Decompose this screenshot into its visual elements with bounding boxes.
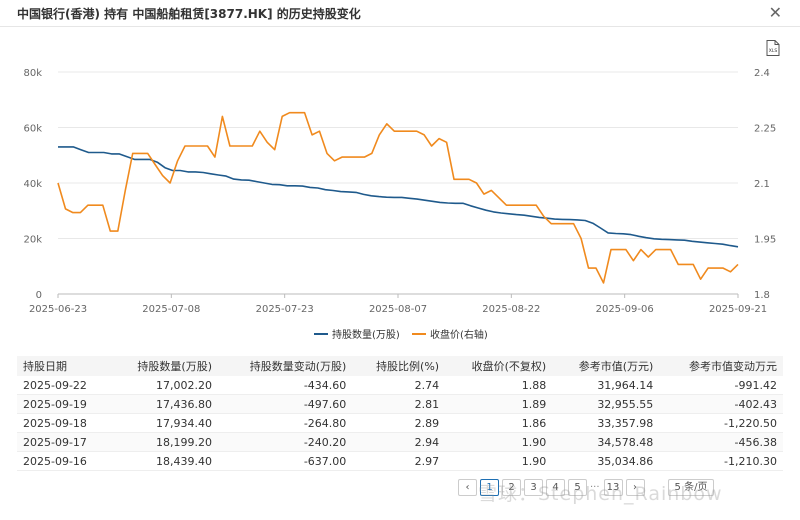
y-right-tick-label: 2.1: [754, 179, 770, 190]
cell-date: 2025-09-17: [17, 432, 111, 452]
y-left-tick-label: 40k: [23, 179, 42, 190]
y-left-tick-label: 0: [36, 290, 42, 301]
col-shares: 持股数量(万股): [110, 356, 218, 376]
y-right-tick-label: 1.95: [754, 235, 776, 246]
cell-date: 2025-09-18: [17, 413, 111, 433]
cell-ratio: 2.74: [352, 376, 446, 395]
holding-series-line: [58, 146, 739, 248]
cell-date: 2025-09-16: [17, 451, 111, 471]
page-button-1[interactable]: 1: [480, 478, 499, 496]
cell-close: 1.90: [445, 432, 553, 452]
cell-value: 33,357.98: [552, 413, 660, 433]
cell-shares: 18,199.20: [110, 432, 218, 452]
cell-shares: 17,436.80: [110, 394, 218, 414]
x-tick-label: 2025-08-07: [369, 304, 427, 315]
cell-shares-change: -497.60: [218, 394, 353, 414]
watermark: 雪球：Stephen_Rainbow: [478, 483, 723, 505]
cell-ratio: 2.97: [352, 451, 446, 471]
cell-value: 35,034.86: [552, 451, 660, 471]
y-right-tick-label: 2.4: [754, 68, 770, 79]
x-tick-label: 2025-06-23: [29, 304, 87, 315]
cell-value: 32,955.55: [552, 394, 660, 414]
cell-date: 2025-09-22: [17, 376, 111, 395]
pagination: ‹ 1 2 3 4 5 ··· 13 › 5 条/页: [458, 478, 715, 496]
y-left-tick-label: 80k: [23, 68, 42, 79]
page-button-5[interactable]: 5: [568, 478, 587, 496]
table-row: 2025-09-22 17,002.20 -434.60 2.74 1.88 3…: [17, 376, 783, 395]
x-tick-label: 2025-07-23: [256, 304, 314, 315]
export-label: XLS: [769, 48, 778, 54]
x-tick-label: 2025-07-08: [142, 304, 200, 315]
table-row: 2025-09-19 17,436.80 -497.60 2.81 1.89 3…: [17, 394, 783, 414]
legend-close-swatch: [412, 332, 426, 335]
page-size-select[interactable]: 5 条/页: [667, 478, 715, 496]
cell-shares-change: -264.80: [218, 413, 353, 433]
legend-close-label: 收盘价(右轴): [430, 330, 488, 341]
col-value-change: 参考市值变动万元: [659, 356, 783, 376]
dialog-header: 中国银行(香港) 持有 中国船舶租赁[3877.HK] 的历史持股变化 ✕: [0, 0, 800, 27]
cell-value-change: -991.42: [659, 376, 783, 395]
col-value: 参考市值(万元): [552, 356, 660, 376]
close-price-series-line: [57, 111, 739, 284]
cell-close: 1.86: [445, 413, 553, 433]
cell-value-change: -1,220.50: [659, 413, 783, 433]
col-close: 收盘价(不复权): [445, 356, 553, 376]
cell-value-change: -402.43: [659, 394, 783, 414]
cell-shares-change: -240.20: [218, 432, 353, 452]
next-page-button[interactable]: ›: [625, 478, 645, 496]
cell-close: 1.88: [445, 376, 553, 395]
cell-shares-change: -434.60: [218, 376, 353, 395]
cell-value: 31,964.14: [552, 376, 660, 395]
page-button-last[interactable]: 13: [603, 478, 623, 496]
y-left-tick-label: 20k: [23, 235, 42, 246]
cell-ratio: 2.81: [352, 394, 446, 414]
page-button-2[interactable]: 2: [502, 478, 521, 496]
table-row: 2025-09-18 17,934.40 -264.80 2.89 1.86 3…: [17, 413, 783, 433]
holding-table: 持股日期 持股数量(万股) 持股数量变动(万股) 持股比例(%) 收盘价(不复权…: [17, 356, 783, 471]
table-row: 2025-09-17 18,199.20 -240.20 2.94 1.90 3…: [17, 432, 783, 452]
cell-ratio: 2.89: [352, 413, 446, 433]
table-row: 2025-09-16 18,439.40 -637.00 2.97 1.90 3…: [17, 451, 783, 471]
cell-date: 2025-09-19: [17, 394, 111, 414]
y-right-tick-label: 1.8: [754, 290, 770, 301]
close-icon[interactable]: ✕: [768, 3, 782, 22]
legend-holding[interactable]: 持股数量(万股): [314, 326, 400, 341]
pagination-ellipsis[interactable]: ···: [590, 481, 600, 493]
table-header-row: 持股日期 持股数量(万股) 持股数量变动(万股) 持股比例(%) 收盘价(不复权…: [17, 356, 783, 376]
col-ratio: 持股比例(%): [352, 356, 446, 376]
cell-value-change: -1,210.30: [659, 451, 783, 471]
prev-page-button[interactable]: ‹: [458, 478, 477, 496]
legend-holding-swatch: [314, 332, 328, 335]
legend-holding-label: 持股数量(万股): [332, 330, 400, 341]
page-button-4[interactable]: 4: [546, 478, 565, 496]
cell-shares-change: -637.00: [218, 451, 353, 471]
y-left-tick-label: 60k: [23, 124, 42, 135]
x-tick-label: 2025-09-06: [596, 304, 654, 315]
col-date: 持股日期: [17, 356, 111, 376]
export-xls-icon[interactable]: XLS: [766, 40, 780, 56]
cell-shares: 17,934.40: [110, 413, 218, 433]
dialog-title: 中国银行(香港) 持有 中国船舶租赁[3877.HK] 的历史持股变化: [17, 7, 361, 21]
col-shares-change: 持股数量变动(万股): [218, 356, 353, 376]
cell-shares: 18,439.40: [110, 451, 218, 471]
cell-close: 1.90: [445, 451, 553, 471]
page-button-3[interactable]: 3: [524, 478, 543, 496]
cell-value: 34,578.48: [552, 432, 660, 452]
cell-close: 1.89: [445, 394, 553, 414]
cell-ratio: 2.94: [352, 432, 446, 452]
x-tick-label: 2025-08-22: [482, 304, 540, 315]
x-tick-label: 2025-09-21: [709, 304, 767, 315]
holding-chart: 0 1.8 20k 1.95 40k 2.1 60k 2.25 80k 2.4 2025-06-23…: [23, 68, 776, 315]
cell-shares: 17,002.20: [110, 376, 218, 395]
legend-close[interactable]: 收盘价(右轴): [412, 326, 488, 341]
y-right-tick-label: 2.25: [754, 124, 776, 135]
cell-value-change: -456.38: [659, 432, 783, 452]
chart-legend: 持股数量(万股) 收盘价(右轴): [0, 326, 800, 342]
